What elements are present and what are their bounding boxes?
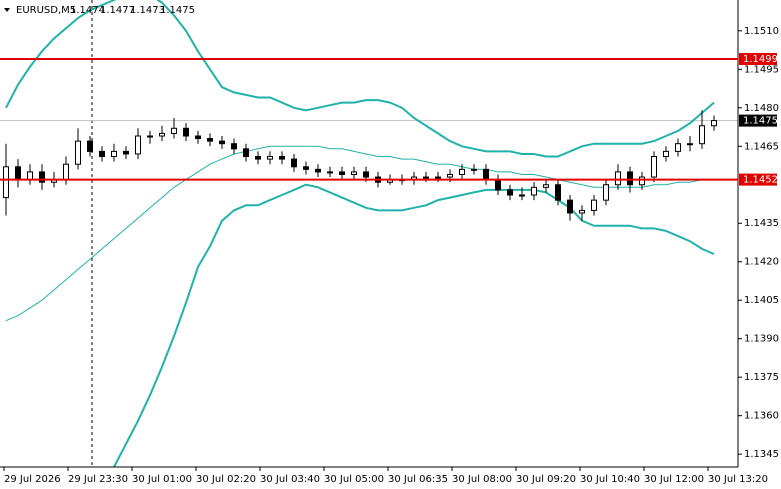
level-label-box (739, 53, 777, 66)
x-tick-label: 30 Jul 12:00 (644, 474, 704, 485)
candle-body (447, 173, 453, 178)
candle-body (3, 166, 9, 199)
candle-body (435, 176, 441, 179)
candle-body (567, 199, 573, 214)
candle-body (579, 209, 585, 214)
candle-body (555, 184, 561, 201)
candle-body (327, 171, 333, 174)
header-value: 1.1474 (70, 5, 105, 16)
y-tick-label: 1.1360 (744, 411, 779, 422)
candle-body (531, 186, 537, 196)
candle-body (627, 171, 633, 186)
x-tick-label: 30 Jul 02:20 (196, 474, 256, 485)
indicator-line (5, 0, 715, 158)
y-tick-label: 1.1465 (744, 141, 779, 152)
candle-body (75, 140, 81, 165)
candle-body (291, 158, 297, 168)
y-tick-label: 1.1420 (744, 257, 779, 268)
candle-body (591, 199, 597, 211)
indicator-line (5, 145, 714, 322)
candle-body (351, 171, 357, 175)
candle-body (147, 135, 153, 138)
menu-arrow[interactable] (4, 8, 10, 12)
candle-body (675, 143, 681, 152)
y-tick-label: 1.1480 (744, 103, 779, 114)
y-tick-label: 1.1495 (744, 64, 779, 75)
x-tick-label: 30 Jul 10:40 (580, 474, 640, 485)
candle-body (507, 189, 513, 196)
candle-body (255, 156, 261, 160)
candle-body (543, 184, 549, 188)
y-tick-label: 1.1375 (744, 372, 779, 383)
candle-body (195, 135, 201, 140)
x-tick-label: 29 Jul 23:30 (68, 474, 128, 485)
candle-body (519, 194, 525, 197)
candle-body (219, 140, 225, 145)
candle-body (339, 171, 345, 175)
x-tick-label: 30 Jul 01:00 (132, 474, 192, 485)
header-value: 1.1473 (130, 5, 165, 16)
candle-body (243, 148, 249, 158)
candle-body (639, 176, 645, 186)
candle-body (171, 127, 177, 134)
candle-body (471, 168, 477, 171)
candle-body (687, 143, 693, 146)
candle-body (495, 179, 501, 191)
candle-body (483, 168, 489, 181)
y-tick-label: 1.1510 (744, 26, 779, 37)
level-label: 1.1499 (743, 54, 778, 65)
candle-body (111, 150, 117, 158)
y-tick-label: 1.1390 (744, 334, 779, 345)
current-price-box (739, 114, 777, 127)
candle-body (423, 176, 429, 179)
candle-body (267, 156, 273, 160)
header-value: 1.1477 (100, 5, 135, 16)
candle-body (603, 184, 609, 201)
candle-body (459, 168, 465, 175)
symbol: EURUSD,M5 (16, 5, 76, 16)
x-tick-label: 30 Jul 03:40 (260, 474, 320, 485)
candle-body (303, 166, 309, 170)
current-price-label: 1.1475 (743, 116, 778, 127)
x-tick-label: 29 Jul 2026 (4, 474, 61, 485)
x-tick-label: 30 Jul 05:00 (324, 474, 384, 485)
y-tick-label: 1.1405 (744, 295, 779, 306)
x-tick-label: 30 Jul 06:35 (388, 474, 448, 485)
candle-body (27, 171, 33, 181)
candle-body (315, 168, 321, 173)
candle-body (123, 150, 129, 155)
indicator-line (113, 183, 715, 467)
plot-area (0, 0, 738, 467)
x-tick-label: 30 Jul 08:00 (452, 474, 512, 485)
candle-body (711, 120, 717, 127)
candle-body (159, 132, 165, 137)
candle-body (39, 171, 45, 183)
y-tick-label: 1.1345 (744, 449, 779, 460)
y-tick-label: 1.1435 (744, 218, 779, 229)
candle-body (663, 150, 669, 158)
candle-body (279, 156, 285, 160)
candle-body (363, 171, 369, 178)
candle-body (651, 156, 657, 178)
candle-body (699, 125, 705, 145)
candle-body (615, 171, 621, 186)
candle-body (87, 140, 93, 152)
header-value: 1.1475 (160, 5, 195, 16)
candle-body (207, 138, 213, 142)
x-tick-label: 30 Jul 13:20 (708, 474, 768, 485)
level-label-box (739, 173, 777, 186)
candle-body (231, 143, 237, 150)
level-label: 1.1452 (743, 175, 778, 186)
candle-body (15, 166, 21, 181)
candle-body (99, 150, 105, 158)
candle-body (183, 127, 189, 137)
candle-body (63, 163, 69, 181)
candle-body (135, 135, 141, 155)
x-tick-label: 30 Jul 09:20 (516, 474, 576, 485)
